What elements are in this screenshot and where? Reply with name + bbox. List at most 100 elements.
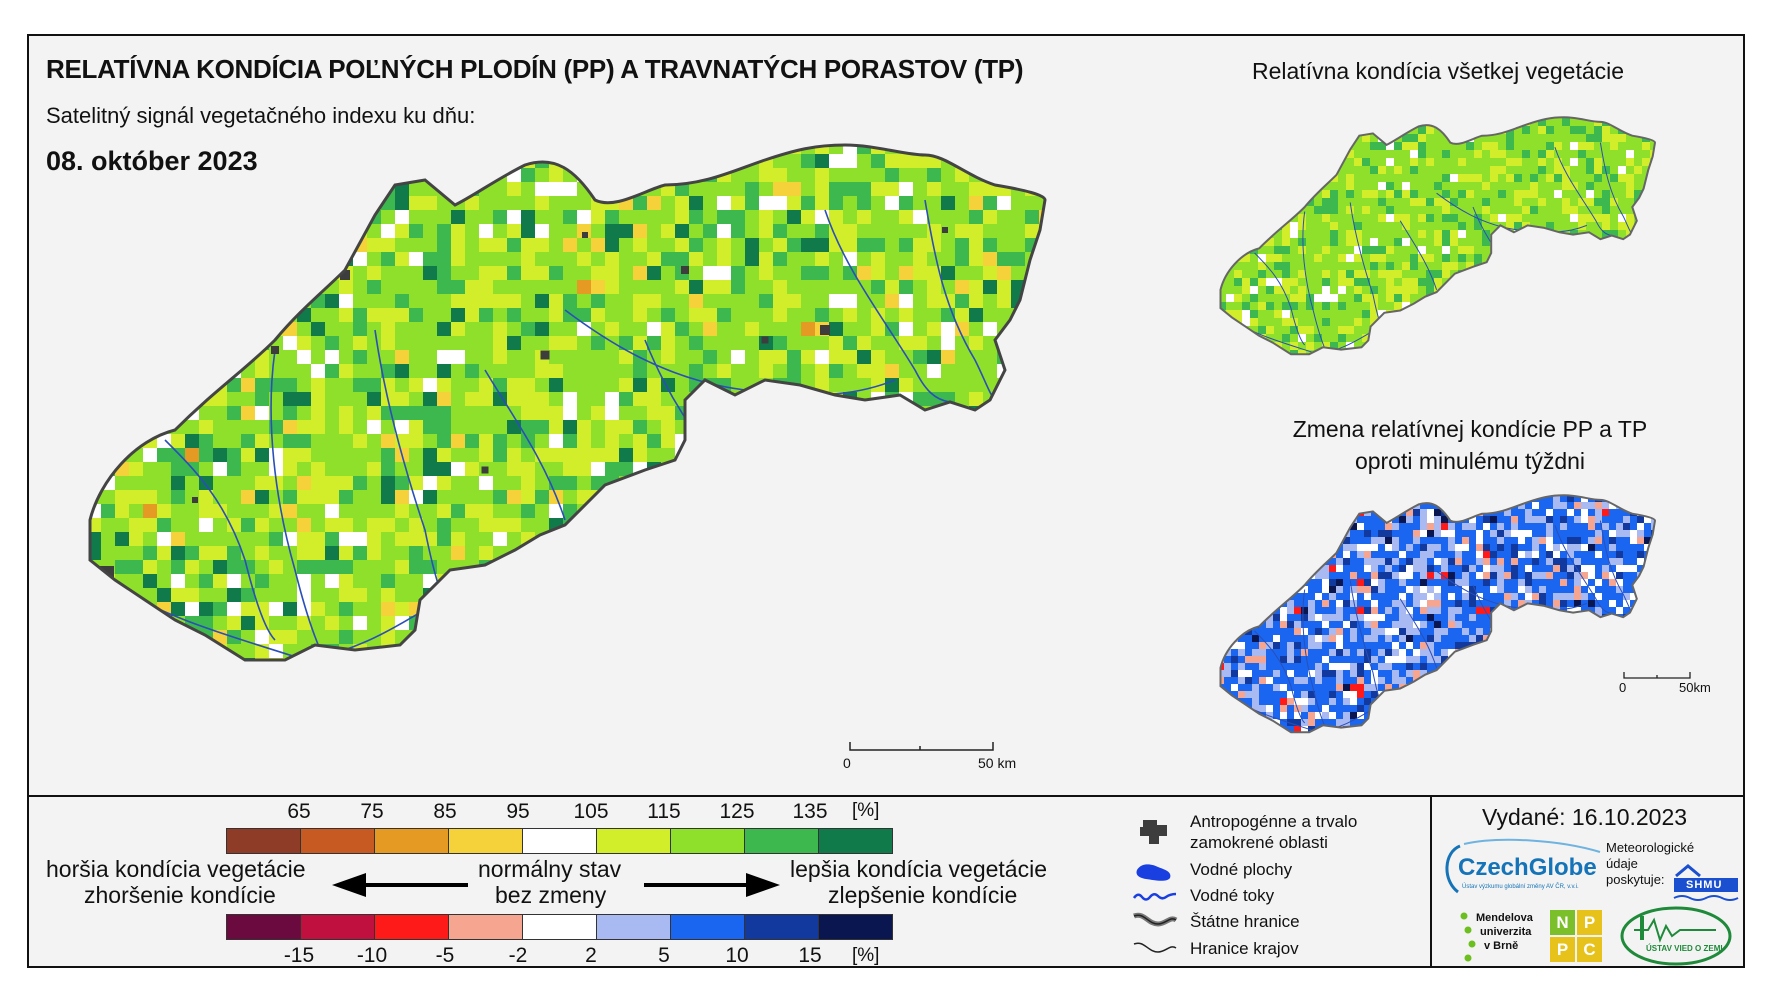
- map-cell: [521, 700, 536, 715]
- map-cell: [1658, 126, 1667, 135]
- map-cell: [101, 322, 116, 337]
- map-cell: [927, 462, 942, 477]
- map-cell: [885, 224, 900, 239]
- map-cell: [773, 700, 788, 715]
- map-cell: [661, 252, 676, 267]
- map-cell: [843, 490, 858, 505]
- map-cell: [1490, 118, 1499, 127]
- map-cell: [955, 518, 970, 533]
- map-cell: [45, 574, 60, 589]
- map-cell: [1039, 280, 1045, 295]
- map-cell: [59, 420, 74, 435]
- map-cell: [157, 182, 172, 197]
- main-scalebar-start: 0: [843, 755, 851, 771]
- map-cell: [549, 616, 564, 631]
- map-cell: [1498, 238, 1507, 247]
- map-cell: [1123, 700, 1138, 715]
- map-cell: [1570, 166, 1579, 175]
- map-cell: [339, 672, 354, 687]
- map-cell: [283, 770, 298, 780]
- map-cell: [801, 336, 816, 351]
- map-cell: [549, 336, 564, 351]
- map-cell: [1338, 134, 1347, 143]
- map-cell: [1298, 118, 1307, 127]
- map-cell: [1151, 378, 1166, 393]
- map-cell: [381, 252, 396, 267]
- river-line: [924, 199, 996, 401]
- map-cell: [493, 252, 508, 267]
- map-cell: [1137, 322, 1152, 337]
- map-cell: [1123, 644, 1138, 659]
- map-cell: [801, 294, 816, 309]
- map-cell: [325, 322, 340, 337]
- map-cell: [899, 168, 914, 183]
- map-cell: [829, 182, 844, 197]
- map-cell: [1179, 476, 1194, 491]
- map-cell: [941, 574, 956, 589]
- map-cell: [129, 672, 144, 687]
- map-cell: [633, 504, 648, 519]
- map-cell: [1434, 238, 1443, 247]
- map-cell: [297, 322, 312, 337]
- map-cell: [1434, 118, 1443, 127]
- map-cell: [1165, 392, 1180, 407]
- map-cell: [927, 588, 942, 603]
- map-cell: [241, 616, 256, 631]
- map-cell: [409, 210, 424, 225]
- map-cell: [101, 518, 116, 533]
- map-cell: [675, 532, 690, 547]
- map-cell: [829, 154, 844, 169]
- map-cell: [1618, 150, 1627, 159]
- map-cell: [73, 448, 88, 463]
- map-cell: [563, 406, 578, 421]
- map-cell: [255, 210, 270, 225]
- map-cell: [283, 224, 298, 239]
- map-cell: [563, 322, 578, 337]
- map-cell: [1151, 686, 1166, 701]
- river-line: [484, 369, 566, 521]
- map-cell: [997, 770, 1012, 780]
- map-cell: [1179, 602, 1194, 617]
- map-cell: [213, 406, 228, 421]
- map-cell: [927, 630, 942, 645]
- map-cell: [101, 252, 116, 267]
- map-cell: [577, 686, 592, 701]
- map-cell: [1362, 117, 1371, 119]
- map-cell: [787, 728, 802, 743]
- map-cell: [227, 350, 242, 365]
- map-cell: [745, 742, 760, 757]
- map-cell: [549, 308, 564, 323]
- map-cell: [143, 224, 158, 239]
- map-cell: [1274, 206, 1283, 215]
- map-cell: [1466, 142, 1475, 151]
- map-cell: [1226, 230, 1235, 239]
- map-cell: [927, 504, 942, 519]
- map-cell: [927, 476, 942, 491]
- map-cell: [563, 546, 578, 561]
- map-cell: [801, 145, 816, 155]
- map-cell: [941, 672, 956, 687]
- map-cell: [101, 434, 116, 449]
- map-cell: [1626, 158, 1635, 167]
- map-cell: [717, 266, 732, 281]
- map-cell: [325, 145, 340, 155]
- map-cell: [633, 308, 648, 323]
- map-cell: [1426, 158, 1435, 167]
- map-cell: [1498, 206, 1507, 215]
- map-cell: [297, 462, 312, 477]
- map-cell: [1674, 174, 1683, 183]
- map-cell: [90, 532, 102, 547]
- map-cell: [647, 532, 662, 547]
- map-cell: [1053, 378, 1068, 393]
- map-cell: [633, 700, 648, 715]
- map-cell: [927, 560, 942, 575]
- map-cell: [927, 238, 942, 253]
- map-cell: [1123, 728, 1138, 743]
- map-cell: [871, 770, 886, 780]
- map-cell: [129, 210, 144, 225]
- map-cell: [339, 658, 354, 660]
- map-cell: [633, 280, 648, 295]
- map-cell: [1602, 206, 1611, 215]
- map-cell: [703, 588, 718, 603]
- map-cell: [185, 560, 200, 575]
